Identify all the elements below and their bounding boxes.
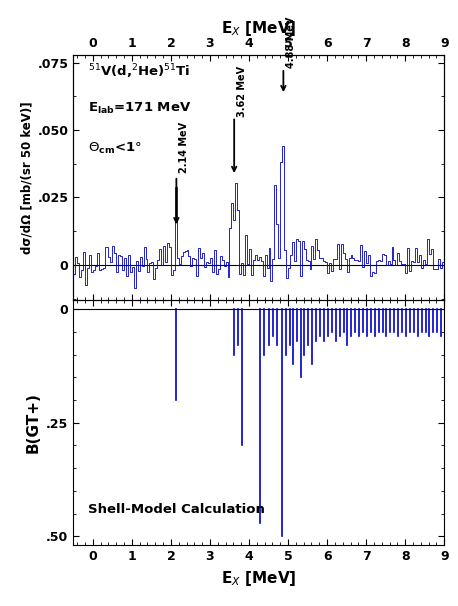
X-axis label: E$_{X}$ [MeV]: E$_{X}$ [MeV] bbox=[221, 569, 296, 588]
Text: 3.62 MeV: 3.62 MeV bbox=[236, 65, 246, 116]
Text: 4.88 MeV: 4.88 MeV bbox=[286, 16, 296, 68]
Text: E$_{\mathbf{lab}}$=171 MeV: E$_{\mathbf{lab}}$=171 MeV bbox=[88, 101, 191, 116]
Text: $\Theta_{\mathbf{cm}}$<1$°$: $\Theta_{\mathbf{cm}}$<1$°$ bbox=[88, 141, 142, 156]
Y-axis label: B(GT+): B(GT+) bbox=[26, 392, 41, 453]
Text: Shell-Model Calculation: Shell-Model Calculation bbox=[88, 503, 265, 516]
Text: 2.14 MeV: 2.14 MeV bbox=[179, 122, 189, 173]
Text: $^{51}$V(d,$^{2}$He)$^{51}$Ti: $^{51}$V(d,$^{2}$He)$^{51}$Ti bbox=[88, 62, 191, 81]
Y-axis label: dσ/dΩ [mb/(sr 50 keV)]: dσ/dΩ [mb/(sr 50 keV)] bbox=[20, 101, 33, 253]
X-axis label: E$_{X}$ [MeV]: E$_{X}$ [MeV] bbox=[221, 19, 296, 38]
